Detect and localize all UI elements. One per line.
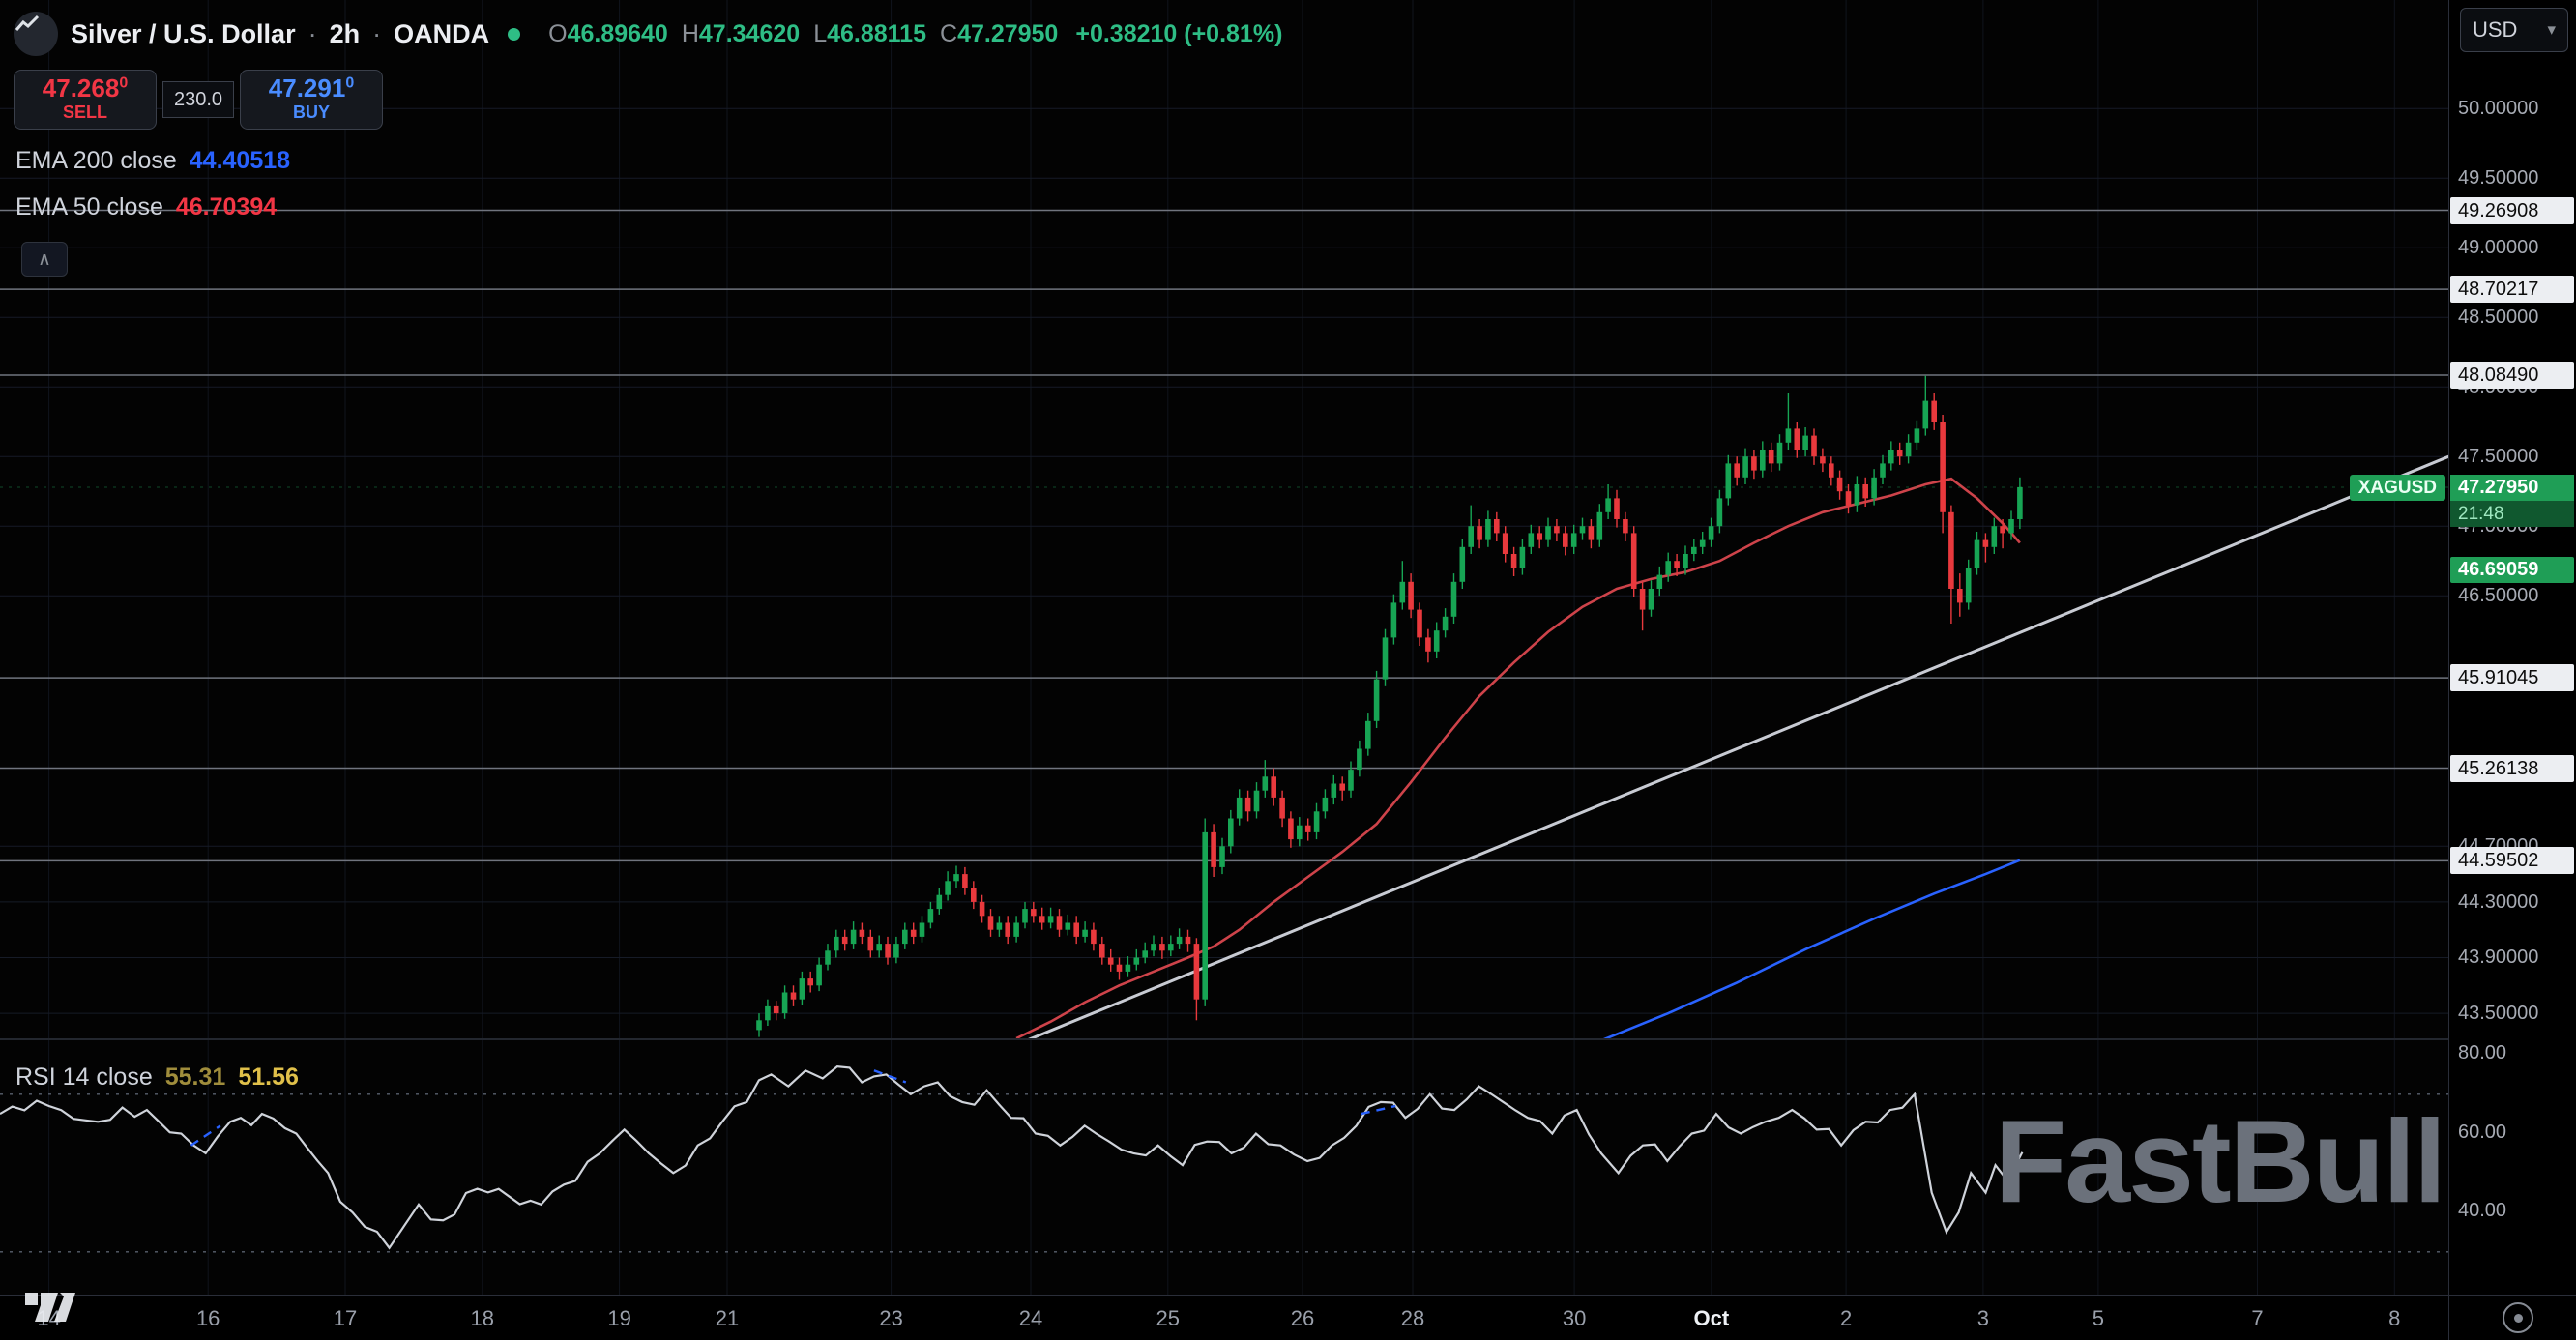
symbol-price-chip: XAGUSD bbox=[2349, 474, 2445, 501]
ohlc-high-key: H bbox=[681, 19, 699, 47]
price-axis-label: 47.50000 bbox=[2458, 446, 2539, 468]
bar-countdown: 21:48 bbox=[2450, 500, 2574, 527]
chevron-up-icon: ∧ bbox=[38, 248, 51, 270]
buy-label: BUY bbox=[292, 102, 330, 123]
price-axis-label: 44.30000 bbox=[2458, 890, 2539, 913]
price-level-label: 48.70217 bbox=[2450, 276, 2574, 304]
rsi-value: 55.31 bbox=[164, 1063, 226, 1091]
buy-price: 47.291 bbox=[268, 73, 346, 103]
symbol-legend: Silver / U.S. Dollar · 2h · OANDA O46.89… bbox=[14, 12, 1282, 56]
price-axis-label: 43.50000 bbox=[2458, 1003, 2539, 1025]
price-axis-label: 43.90000 bbox=[2458, 947, 2539, 969]
currency-label: USD bbox=[2473, 17, 2518, 42]
interval-label[interactable]: 2h bbox=[329, 18, 361, 48]
ohlc-open-key: O bbox=[548, 19, 568, 47]
time-axis-label: 18 bbox=[470, 1305, 495, 1330]
price-axis-label: 49.00000 bbox=[2458, 237, 2539, 259]
price-level-label: 45.26138 bbox=[2450, 754, 2574, 782]
ema200-value: 44.40518 bbox=[189, 147, 291, 174]
last-price-value: 47.27950 bbox=[2450, 474, 2574, 501]
price-axis-label: 49.50000 bbox=[2458, 167, 2539, 189]
fastbull-watermark: FastBull bbox=[1994, 1095, 2446, 1227]
axis-divider bbox=[2448, 0, 2449, 1340]
symbol-logo[interactable] bbox=[14, 12, 58, 56]
title-separator: · bbox=[372, 18, 382, 48]
time-axis-label: 24 bbox=[1018, 1305, 1043, 1330]
time-axis-label: 28 bbox=[1400, 1305, 1425, 1330]
chevron-down-icon: ▾ bbox=[2547, 20, 2556, 39]
target-icon[interactable] bbox=[2503, 1302, 2533, 1333]
ohlc-high-value: 47.34620 bbox=[698, 19, 801, 47]
sell-button[interactable]: 47.2680 SELL bbox=[14, 70, 157, 130]
time-axis-label: 2 bbox=[1839, 1305, 1853, 1330]
price-level-label: 44.59502 bbox=[2450, 847, 2574, 875]
spread-value: 230.0 bbox=[162, 81, 234, 118]
time-axis-label: 30 bbox=[1562, 1305, 1587, 1330]
legend-collapse-button[interactable]: ∧ bbox=[21, 242, 68, 277]
price-level-label: 45.91045 bbox=[2450, 664, 2574, 692]
ema50-label: EMA 50 close bbox=[15, 193, 163, 220]
sell-price-sup: 0 bbox=[119, 74, 129, 92]
time-axis-label: 17 bbox=[333, 1305, 358, 1330]
time-axis-label: 16 bbox=[195, 1305, 220, 1330]
ohlc-low-value: 46.88115 bbox=[827, 19, 926, 47]
ema200-legend[interactable]: EMA 200 close 44.40518 bbox=[15, 147, 290, 175]
secondary-price-badge: 46.69059 bbox=[2450, 556, 2574, 583]
price-axis[interactable]: USD ▾ 50.0000049.5000049.0000048.5000048… bbox=[2448, 0, 2576, 1295]
price-change: +0.38210 (+0.81%) bbox=[1075, 19, 1283, 47]
price-pane[interactable]: Silver / U.S. Dollar · 2h · OANDA O46.89… bbox=[0, 0, 2448, 1038]
price-axis-label: 48.50000 bbox=[2458, 306, 2539, 329]
order-panel: 47.2680 SELL 230.0 47.2910 BUY bbox=[14, 70, 383, 130]
ema50-value: 46.70394 bbox=[175, 193, 278, 220]
time-axis-label: 19 bbox=[607, 1305, 631, 1330]
ohlc-low-key: L bbox=[813, 19, 828, 47]
rsi-legend[interactable]: RSI 14 close 55.31 51.56 bbox=[15, 1063, 299, 1092]
price-chart-svg[interactable] bbox=[0, 0, 2448, 1038]
rsi-axis-label: 80.00 bbox=[2458, 1042, 2507, 1063]
time-axis-label: 23 bbox=[879, 1305, 903, 1330]
rsi-axis-label: 40.00 bbox=[2458, 1200, 2507, 1221]
ohlc-close-key: C bbox=[940, 19, 958, 47]
price-axis-label: 50.00000 bbox=[2458, 98, 2539, 120]
buy-price-sup: 0 bbox=[345, 74, 355, 92]
rsi-label: RSI 14 close bbox=[15, 1063, 153, 1091]
ema50-legend[interactable]: EMA 50 close 46.70394 bbox=[15, 193, 277, 221]
sell-price: 47.268 bbox=[42, 73, 120, 103]
exchange-label: OANDA bbox=[394, 18, 490, 48]
price-level-label: 48.08490 bbox=[2450, 362, 2574, 389]
symbol-title[interactable]: Silver / U.S. Dollar bbox=[71, 18, 296, 48]
ema200-label: EMA 200 close bbox=[15, 147, 177, 174]
time-axis-label: 8 bbox=[2388, 1305, 2401, 1330]
rsi-pane[interactable]: RSI 14 close 55.31 51.56 FastBull bbox=[0, 1038, 2448, 1322]
currency-dropdown[interactable]: USD ▾ bbox=[2460, 8, 2568, 52]
ohlc-close-value: 47.27950 bbox=[957, 19, 1059, 47]
time-axis-label: 21 bbox=[715, 1305, 740, 1330]
buy-button[interactable]: 47.2910 BUY bbox=[240, 70, 383, 130]
price-axis-label: 46.50000 bbox=[2458, 585, 2539, 607]
title-separator: · bbox=[307, 18, 317, 48]
ohlc-open-value: 46.89640 bbox=[567, 19, 668, 47]
rsi-chart-svg[interactable] bbox=[0, 1040, 2448, 1296]
time-axis-label: 26 bbox=[1290, 1305, 1315, 1330]
last-price-badge: 47.27950 21:48 bbox=[2450, 474, 2574, 527]
price-level-label: 49.26908 bbox=[2450, 196, 2574, 224]
time-axis[interactable]: 141617181921232425262830Oct23578 bbox=[0, 1295, 2576, 1340]
time-axis-label: 7 bbox=[2251, 1305, 2264, 1330]
chart-glyph-icon bbox=[15, 15, 40, 31]
ohlc-readout: O46.89640 H47.34620 L46.88115 C47.27950 … bbox=[548, 20, 1282, 48]
time-axis-label: 25 bbox=[1156, 1305, 1181, 1330]
rsi-ma-value: 51.56 bbox=[238, 1063, 299, 1091]
sell-label: SELL bbox=[62, 102, 107, 123]
time-axis-label: Oct bbox=[1693, 1305, 1730, 1330]
market-open-dot-icon[interactable] bbox=[508, 27, 521, 41]
rsi-axis-label: 60.00 bbox=[2458, 1121, 2507, 1143]
time-axis-label: 3 bbox=[1976, 1305, 1990, 1330]
time-axis-label: 5 bbox=[2092, 1305, 2105, 1330]
